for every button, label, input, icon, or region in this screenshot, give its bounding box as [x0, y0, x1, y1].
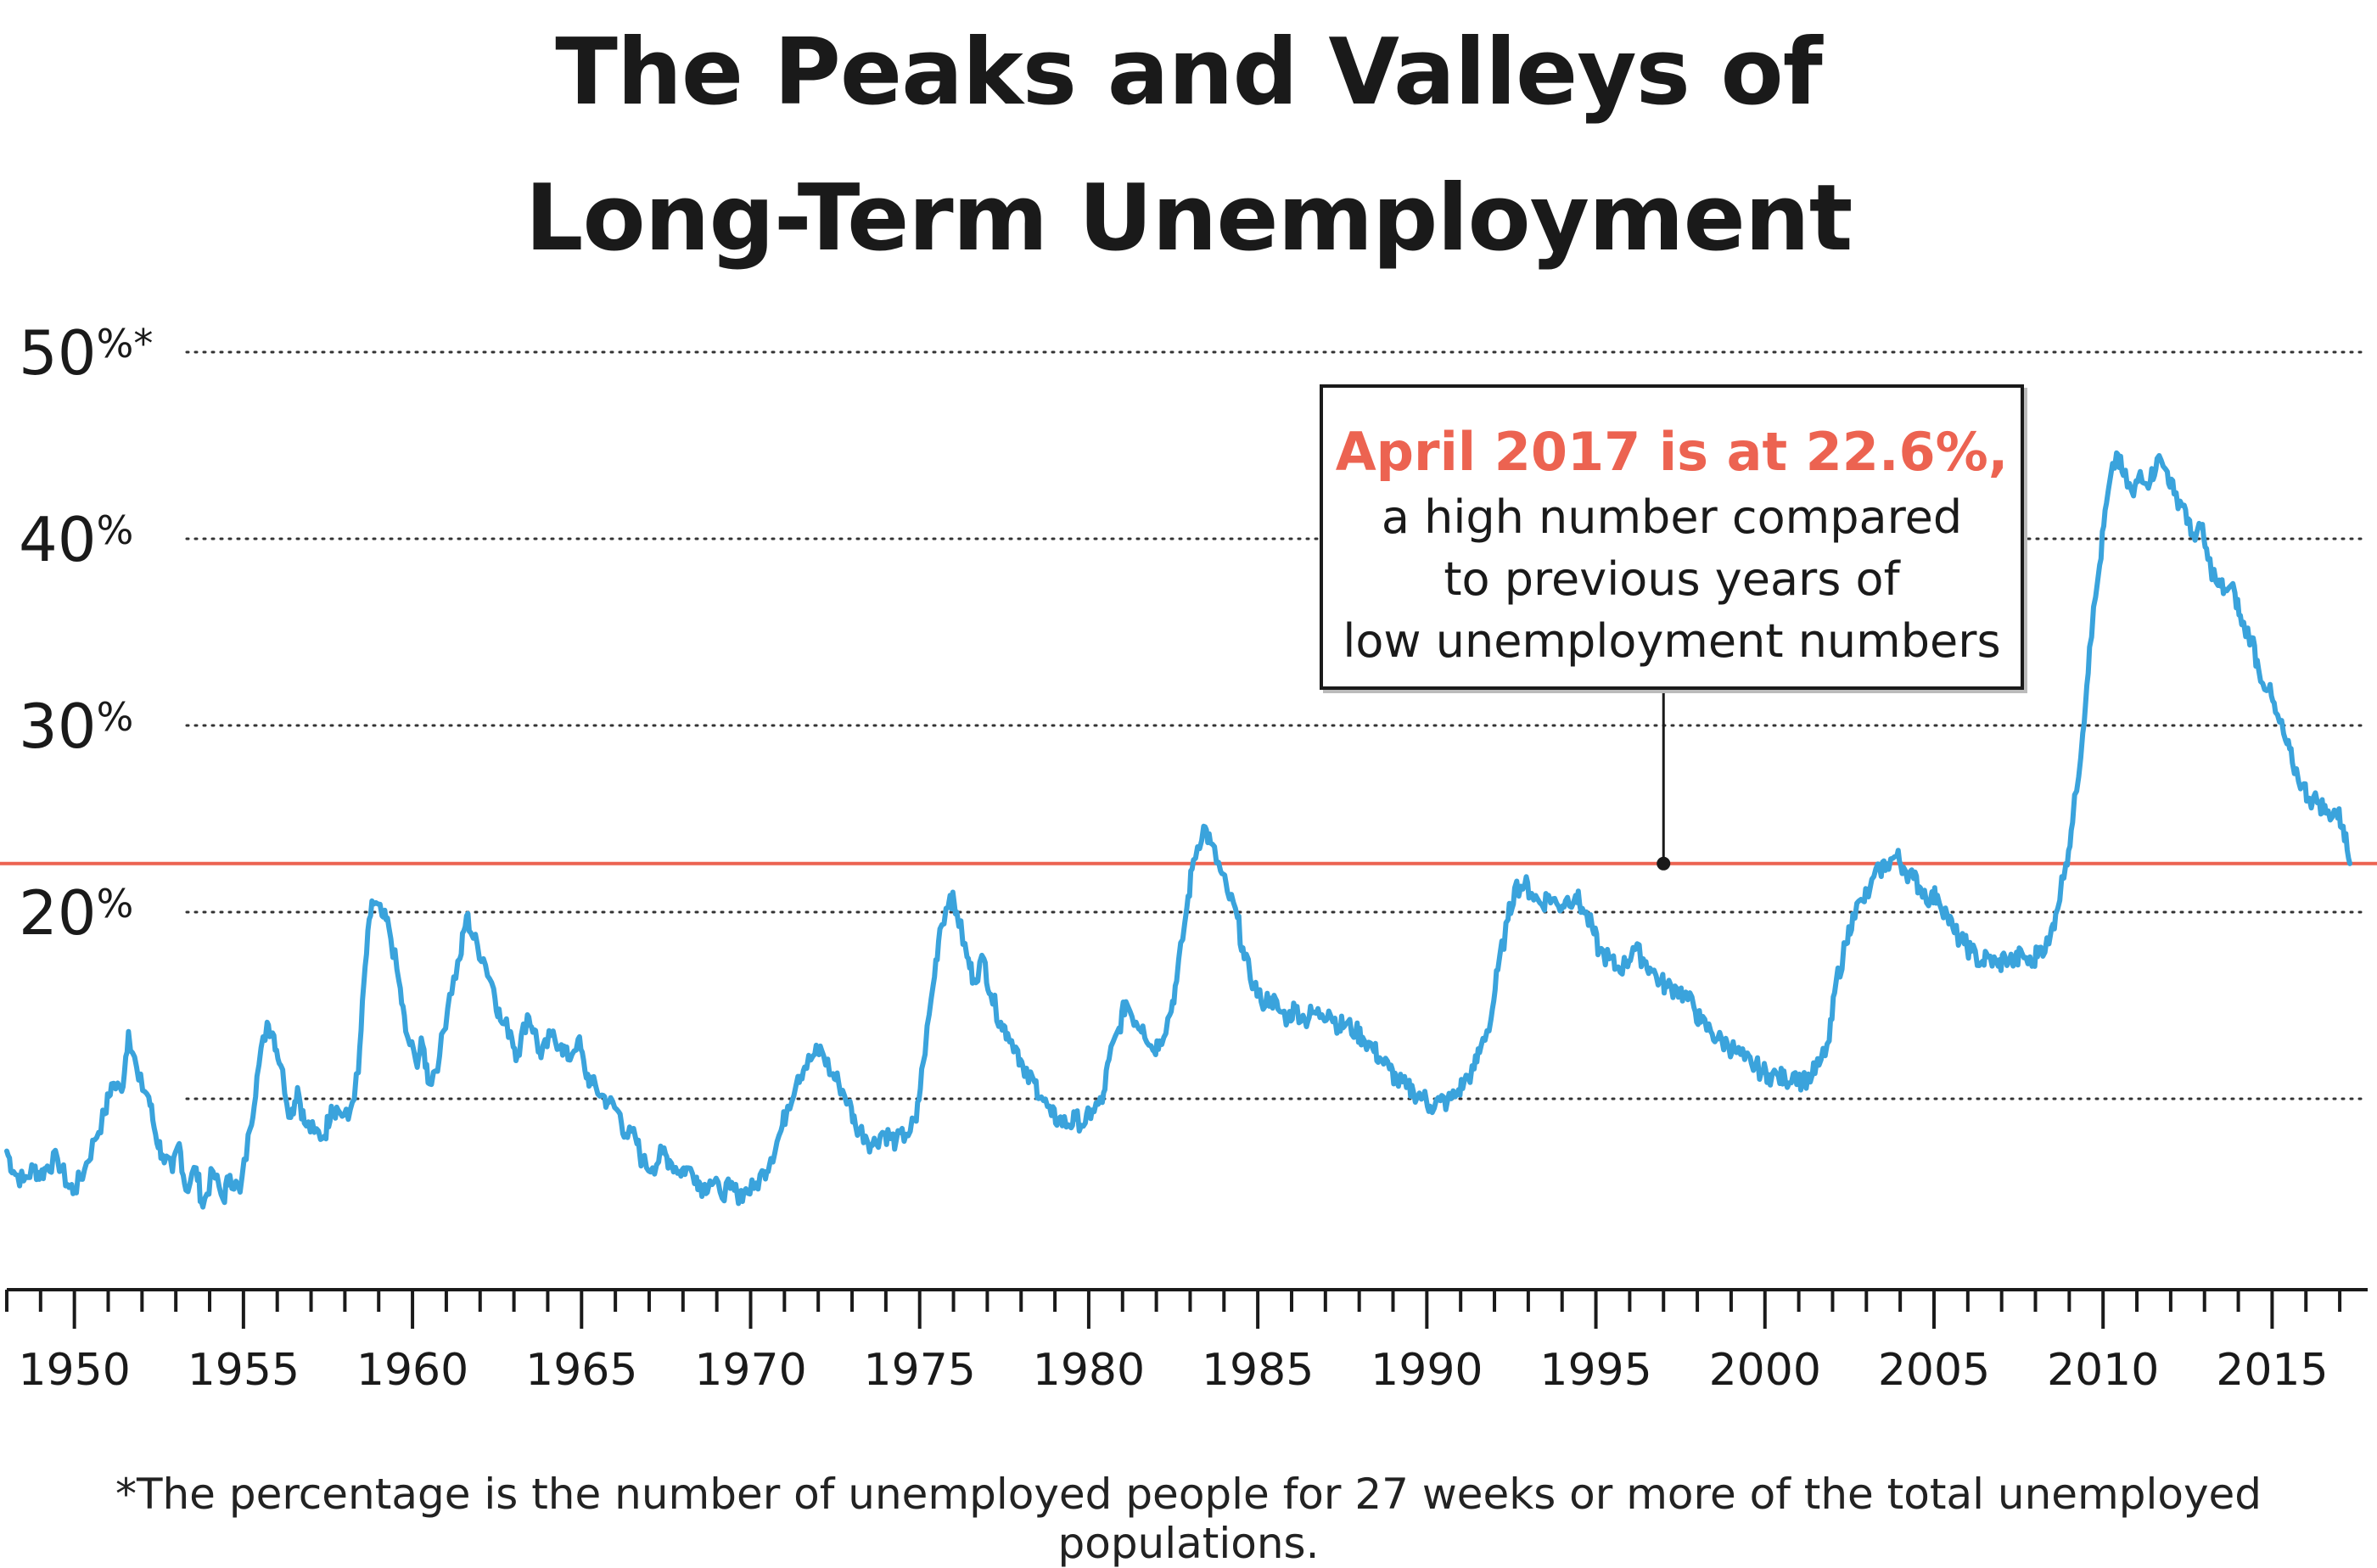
x-tick-label: 1960 — [356, 1345, 468, 1396]
y-tick-label: 40% — [19, 504, 133, 575]
line-chart: 50%*40%30%20% 1950 1955 1960 1965 1970 1975 19… — [0, 317, 2377, 1396]
chart-title-line-1: The Peaks and Valleys of — [555, 20, 1822, 126]
x-tick-label: 2005 — [1878, 1345, 1990, 1396]
y-tick-label: 20% — [19, 877, 133, 949]
callout-line-3: low unemployment numbers — [1343, 614, 2001, 668]
x-tick-label: 1970 — [694, 1345, 806, 1396]
x-tick-label: 2010 — [2047, 1345, 2159, 1396]
x-tick-label: 1975 — [864, 1345, 976, 1396]
x-tick-label: 1985 — [1202, 1345, 1314, 1396]
y-tick-label: 50%* — [19, 317, 153, 389]
callout-line-2: to previous years of — [1444, 552, 1900, 606]
annotation-callout: April 2017 is at 22.6%, a high number co… — [1320, 384, 2024, 690]
chart-title-line-2: Long-Term Unemployment — [524, 165, 1853, 272]
footnote: *The percentage is the number of unemplo… — [115, 1470, 2262, 1568]
y-axis-labels: 50%* 40% 30% 20% — [19, 317, 153, 949]
x-tick-label: 1955 — [188, 1345, 300, 1396]
x-tick-label: 1980 — [1033, 1345, 1145, 1396]
gridlines — [185, 350, 2365, 1100]
series-layer — [4, 450, 2352, 1210]
x-tick-label: 1950 — [18, 1345, 130, 1396]
x-tick-label: 2015 — [2216, 1345, 2328, 1396]
x-tick-label: 1995 — [1539, 1345, 1651, 1396]
x-tick-label: 1990 — [1371, 1345, 1483, 1396]
reference-layer — [0, 690, 2377, 871]
callout-dot — [1657, 856, 1671, 871]
chart-title: The Peaks and Valleys of Long-Term Unemp… — [0, 0, 2377, 292]
y-tick-label: 30% — [19, 691, 133, 762]
callout-headline: April 2017 is at 22.6%, — [1335, 421, 2009, 483]
x-tick-label: 2000 — [1709, 1345, 1821, 1396]
x-axis: 1950 1955 1960 1965 1970 1975 1980 1985 1990 1995… — [4, 1288, 2368, 1396]
callout-line-1: a high number compared — [1381, 490, 1963, 544]
x-tick-label: 1965 — [525, 1345, 637, 1396]
series-line — [4, 450, 2352, 1210]
